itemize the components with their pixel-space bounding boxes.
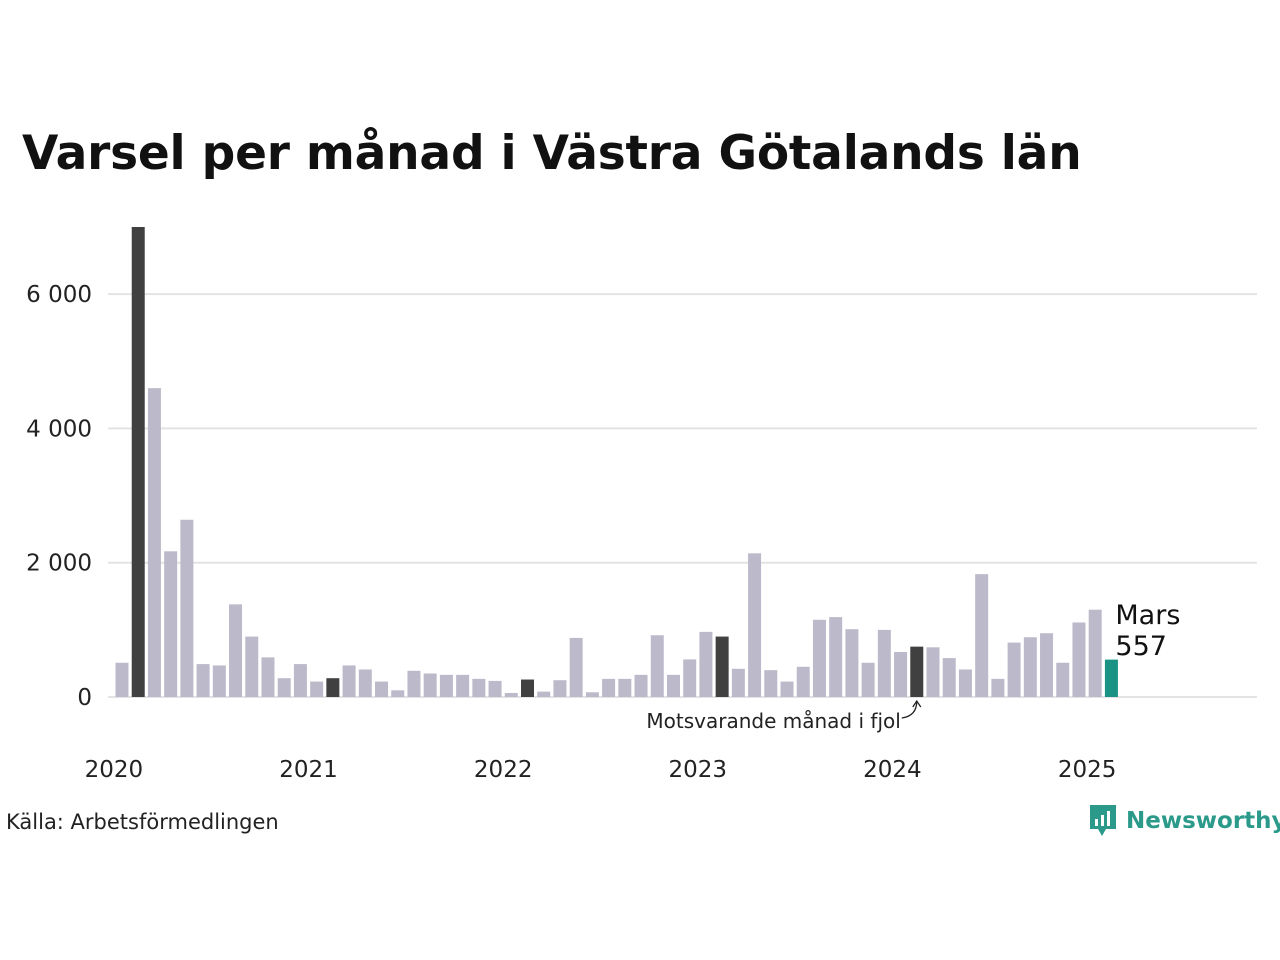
x-tick-label: 2024: [863, 757, 922, 783]
bar: [196, 664, 210, 697]
bar: [147, 388, 161, 697]
bar: [342, 665, 356, 697]
bar: [683, 659, 697, 697]
bar: [375, 681, 389, 697]
bar: [796, 666, 810, 697]
y-axis: 0 2 000 4 000 6 000: [26, 282, 92, 711]
x-tick-label: 2023: [669, 757, 728, 783]
x-axis: 2020 2021 2022 2023 2024 2025: [85, 757, 1117, 783]
brand-logo: Newsworthy: [1088, 803, 1280, 839]
bar: [699, 631, 713, 697]
bar-same-month: [326, 678, 340, 697]
bar: [358, 669, 372, 697]
bar: [650, 635, 664, 697]
bar: [877, 629, 891, 697]
bar: [1072, 622, 1086, 697]
bar: [504, 692, 518, 697]
bar: [812, 619, 826, 697]
bar: [553, 680, 567, 697]
bar: [245, 636, 259, 697]
bar: [488, 680, 502, 697]
bar: [1056, 662, 1070, 697]
bar: [942, 658, 956, 697]
bar: [861, 662, 875, 697]
bar: [229, 604, 243, 697]
bar: [569, 637, 583, 697]
bar: [894, 652, 908, 697]
bar: [439, 674, 453, 697]
bar: [585, 692, 599, 697]
brand-name: Newsworthy: [1126, 808, 1280, 834]
bar: [456, 674, 470, 697]
current-month-label: Mars: [1115, 600, 1180, 631]
chart-title: Varsel per månad i Västra Götalands län: [22, 126, 1082, 181]
bar: [423, 673, 437, 697]
x-tick-label: 2020: [85, 757, 144, 783]
bar: [666, 674, 680, 697]
bar: [115, 662, 129, 697]
bar: [180, 519, 194, 697]
annotations: Mars 557 Motsvarande månad i fjol: [646, 600, 1180, 733]
bar: [731, 668, 745, 697]
bar: [975, 574, 989, 697]
bar-current-month: [1104, 659, 1118, 697]
bar: [926, 647, 940, 697]
bar: [845, 629, 859, 697]
bar: [212, 665, 226, 697]
bar: [164, 551, 178, 697]
bar: [391, 690, 405, 697]
bar: [1040, 633, 1054, 697]
bar: [310, 681, 324, 697]
newsworthy-logo-icon: [1090, 805, 1116, 836]
arrowhead-icon: [912, 699, 922, 708]
y-tick-label: 2 000: [26, 551, 92, 577]
bar: [780, 681, 794, 697]
y-tick-label: 4 000: [26, 416, 92, 442]
bar-same-month: [910, 646, 924, 697]
annotation-arrow-icon: [901, 700, 918, 719]
bar: [748, 553, 762, 697]
bar: [1023, 637, 1037, 697]
bar: [1088, 609, 1102, 697]
bar: [602, 678, 616, 697]
bar: [537, 691, 551, 697]
bar: [261, 657, 275, 697]
bar: [618, 678, 632, 697]
bar: [764, 670, 778, 697]
bars: [115, 227, 1118, 697]
bar-same-month: [131, 227, 145, 697]
bar: [472, 678, 486, 697]
bar: [829, 617, 843, 697]
x-tick-label: 2021: [279, 757, 338, 783]
source-note: Källa: Arbetsförmedlingen: [6, 810, 279, 834]
bar: [991, 678, 1005, 697]
y-tick-label: 6 000: [26, 282, 92, 308]
current-value-label: 557: [1115, 631, 1167, 662]
bar-same-month: [521, 679, 534, 697]
bar: [407, 670, 421, 697]
y-tick-label: 0: [77, 685, 92, 711]
x-tick-label: 2025: [1058, 757, 1117, 783]
bar-same-month: [715, 636, 729, 697]
bar: [1007, 642, 1021, 697]
x-tick-label: 2022: [474, 757, 533, 783]
bar: [634, 674, 648, 697]
bar: [958, 669, 972, 697]
previous-year-annotation: Motsvarande månad i fjol: [646, 709, 900, 733]
bar: [293, 664, 307, 697]
bar: [277, 678, 291, 697]
